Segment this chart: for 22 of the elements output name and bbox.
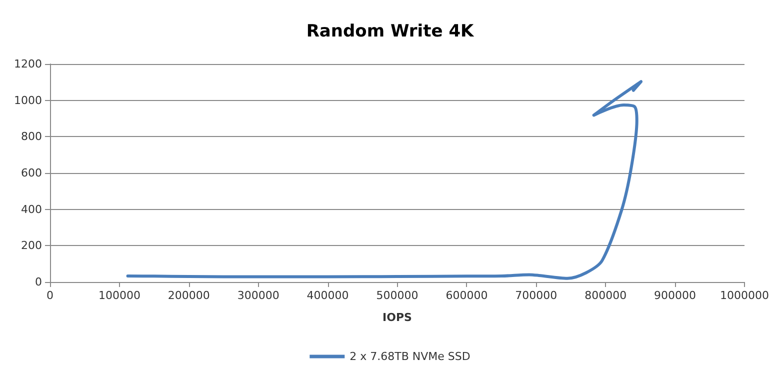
x-tick-label: 900000	[654, 289, 696, 302]
y-tick-label: 1000	[14, 94, 42, 107]
x-axis-title: IOPS	[382, 311, 412, 324]
y-tick-label: 800	[21, 130, 42, 144]
y-tick-label: 200	[21, 239, 42, 252]
y-tick-label: 1200	[14, 58, 42, 70]
x-tick-label: 0	[46, 289, 54, 302]
x-tick-label: 500000	[376, 289, 418, 302]
x-tick-label: 600000	[446, 289, 488, 302]
x-tick-label: 100000	[98, 289, 140, 302]
y-tick-label: 400	[21, 202, 42, 216]
y-tick-label: 600	[21, 166, 42, 180]
y-tick-label: 0	[35, 276, 42, 288]
chart-title: Random Write 4K	[306, 22, 475, 42]
x-tick-label: 1000000	[720, 289, 770, 302]
x-tick-label: 300000	[237, 289, 280, 302]
x-tick-label: 700000	[515, 289, 558, 302]
legend-label: 2 x 7.68TB NVMe SSD	[350, 350, 470, 363]
x-tick-label: 200000	[168, 289, 210, 302]
line-series	[126, 80, 643, 280]
x-tick-label: 400000	[306, 289, 349, 302]
x-tick-label: 800000	[584, 289, 627, 302]
